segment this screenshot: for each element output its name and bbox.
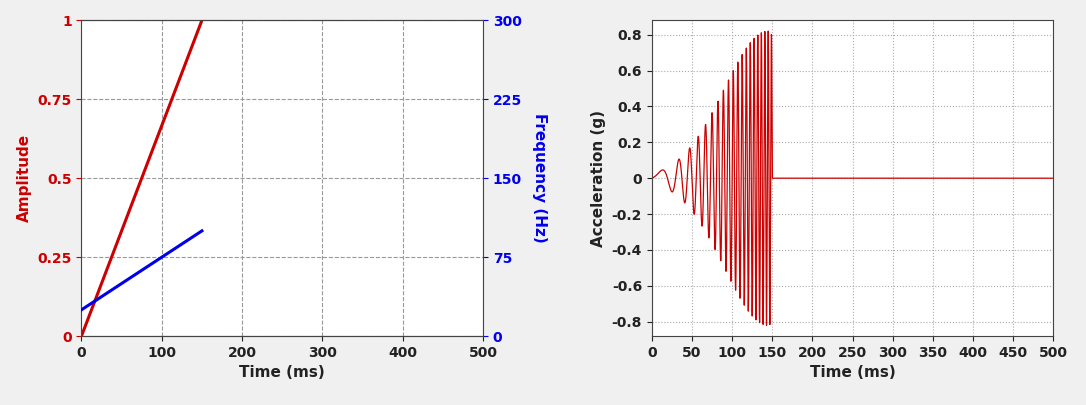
Y-axis label: Acceleration (g): Acceleration (g) bbox=[591, 110, 606, 247]
X-axis label: Time (ms): Time (ms) bbox=[239, 365, 325, 380]
Y-axis label: Amplitude: Amplitude bbox=[16, 134, 31, 222]
Y-axis label: Frequency (Hz): Frequency (Hz) bbox=[532, 113, 547, 243]
X-axis label: Time (ms): Time (ms) bbox=[810, 365, 896, 380]
